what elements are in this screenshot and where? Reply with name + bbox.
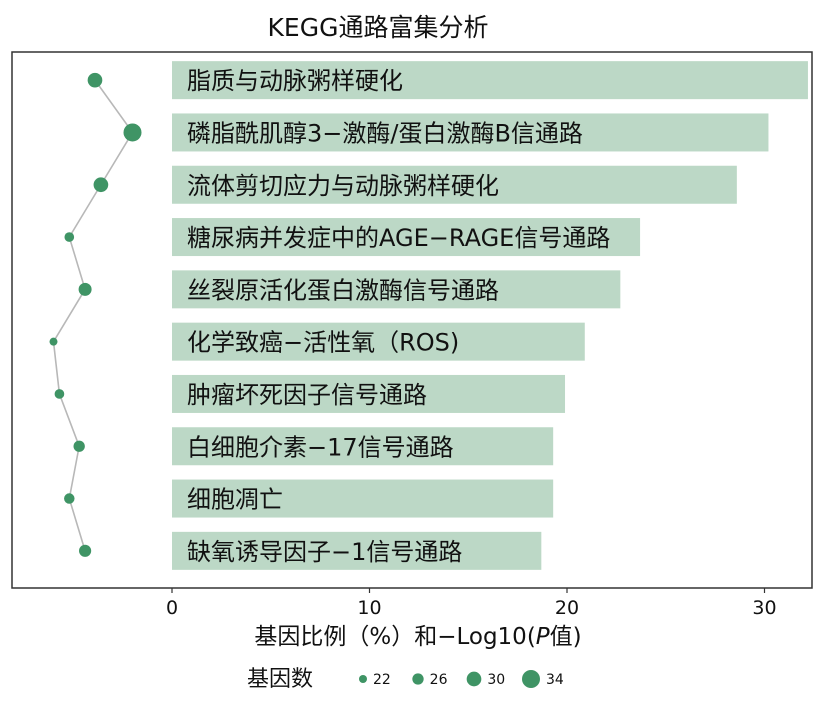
- legend-title: 基因数: [247, 667, 313, 692]
- gene-count-dot: [49, 337, 58, 346]
- legend-dot: [466, 671, 482, 687]
- gene-count-dot: [78, 282, 92, 296]
- p-value-line: [52, 79, 134, 552]
- gene-count-dot: [64, 493, 75, 504]
- gene-count-dot: [93, 177, 109, 193]
- bar: [172, 427, 554, 466]
- x-axis: 0 10 20 30: [166, 588, 777, 619]
- x-tick-label: 30: [752, 597, 776, 619]
- gene-count-dot: [123, 123, 142, 142]
- x-tick-label: 10: [357, 597, 381, 619]
- bar: [172, 218, 641, 257]
- chart-title: KEGG通路富集分析: [268, 13, 489, 42]
- bar: [172, 113, 769, 152]
- category-label: 化学致癌−活性氧（ROS): [187, 329, 459, 357]
- bar: [172, 270, 621, 309]
- bars-layer: [172, 61, 808, 570]
- legend-label: 26: [430, 672, 448, 688]
- x-tick-label: 0: [166, 597, 178, 619]
- category-label: 流体剪切应力与动脉粥样硬化: [187, 172, 499, 200]
- x-axis-label-suffix: 值): [550, 624, 582, 650]
- legend-dot: [412, 673, 424, 685]
- gene-count-dot: [64, 232, 75, 242]
- legend-label: 30: [487, 672, 505, 688]
- legend-items: 22 26 30 34: [359, 670, 564, 688]
- bar: [172, 479, 554, 518]
- category-label: 缺氧诱导因子−1信号通路: [187, 538, 462, 566]
- category-label: 丝裂原活化蛋白激酶信号通路: [187, 276, 499, 304]
- bar: [172, 165, 737, 204]
- category-label: 肿瘤坏死因子信号通路: [187, 381, 427, 409]
- x-axis-label-prefix: 基因比例（%）和−Log10(: [254, 624, 535, 650]
- gene-count-dot: [87, 72, 103, 88]
- x-tick-label: 20: [555, 597, 579, 619]
- legend: 基因数 22 26 30 34: [247, 667, 564, 692]
- bar: [172, 61, 808, 100]
- legend-dot: [359, 675, 367, 683]
- category-label: 白细胞介素−17信号通路: [187, 433, 454, 461]
- gene-count-dot: [79, 544, 92, 557]
- x-axis-label: 基因比例（%）和−Log10(P值): [254, 624, 581, 650]
- legend-label: 34: [546, 672, 564, 688]
- category-label: 糖尿病并发症中的AGE−RAGE信号通路: [187, 224, 610, 252]
- category-label: 细胞凋亡: [187, 486, 283, 514]
- legend-label: 22: [373, 672, 391, 688]
- bar: [172, 322, 585, 361]
- category-label: 磷脂酰肌醇3−激酶/蛋白激酶B信通路: [187, 119, 583, 147]
- gene-count-dot: [54, 389, 65, 399]
- p-value-line-layer: [52, 79, 134, 552]
- x-axis-label-italic: P: [536, 624, 550, 650]
- legend-dot: [522, 670, 540, 688]
- gene-count-dot: [73, 440, 85, 452]
- bar: [172, 531, 542, 570]
- gene-count-dots-layer: [49, 72, 142, 557]
- bar: [172, 374, 566, 413]
- category-labels-layer: 脂质与动脉粥样硬化磷脂酰肌醇3−激酶/蛋白激酶B信通路流体剪切应力与动脉粥样硬化…: [187, 67, 610, 566]
- category-label: 脂质与动脉粥样硬化: [187, 67, 403, 95]
